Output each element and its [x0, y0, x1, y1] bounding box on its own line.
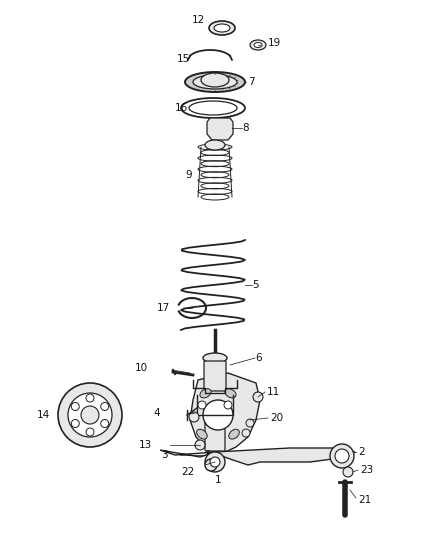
Polygon shape: [207, 118, 233, 140]
Circle shape: [101, 402, 109, 410]
Text: 13: 13: [139, 440, 152, 450]
Ellipse shape: [250, 40, 266, 50]
Polygon shape: [160, 448, 355, 465]
Text: 16: 16: [175, 103, 188, 113]
Circle shape: [210, 457, 220, 467]
Ellipse shape: [225, 389, 236, 398]
Text: 10: 10: [135, 363, 148, 373]
Text: 6: 6: [255, 353, 261, 363]
Polygon shape: [190, 373, 260, 453]
Ellipse shape: [254, 43, 262, 47]
Ellipse shape: [185, 72, 245, 92]
Text: 20: 20: [270, 413, 283, 423]
Circle shape: [330, 444, 354, 468]
Circle shape: [58, 383, 122, 447]
Text: 8: 8: [242, 123, 249, 133]
Ellipse shape: [181, 98, 245, 118]
Circle shape: [195, 440, 205, 450]
Ellipse shape: [229, 429, 239, 439]
Ellipse shape: [209, 21, 235, 35]
Text: 4: 4: [153, 408, 160, 418]
Circle shape: [81, 406, 99, 424]
Text: 15: 15: [177, 54, 190, 64]
Ellipse shape: [205, 140, 225, 150]
Circle shape: [71, 402, 79, 410]
Text: 17: 17: [157, 303, 170, 313]
Circle shape: [86, 394, 94, 402]
Ellipse shape: [200, 389, 211, 398]
Circle shape: [205, 459, 217, 471]
Text: 2: 2: [358, 447, 364, 457]
Circle shape: [205, 452, 225, 472]
Ellipse shape: [201, 73, 229, 87]
Text: 19: 19: [268, 38, 281, 48]
Ellipse shape: [203, 353, 227, 363]
Circle shape: [101, 419, 109, 427]
Circle shape: [68, 393, 112, 437]
Ellipse shape: [197, 429, 207, 439]
Circle shape: [203, 400, 233, 430]
Text: 5: 5: [252, 280, 258, 290]
Text: 9: 9: [185, 170, 192, 180]
Text: 7: 7: [248, 77, 254, 87]
Text: 3: 3: [161, 450, 168, 460]
Circle shape: [71, 419, 79, 427]
Circle shape: [242, 429, 250, 437]
Circle shape: [246, 419, 254, 427]
Ellipse shape: [189, 101, 237, 115]
Circle shape: [343, 467, 353, 477]
Circle shape: [253, 392, 263, 402]
Text: 11: 11: [267, 387, 280, 397]
Text: 14: 14: [37, 410, 50, 420]
Ellipse shape: [214, 24, 230, 32]
Circle shape: [224, 401, 232, 409]
Text: 21: 21: [358, 495, 371, 505]
Circle shape: [86, 428, 94, 436]
Ellipse shape: [193, 75, 237, 89]
Circle shape: [189, 412, 199, 422]
FancyBboxPatch shape: [205, 417, 225, 451]
Text: 12: 12: [192, 15, 205, 25]
Text: 22: 22: [182, 467, 195, 477]
Text: 23: 23: [360, 465, 373, 475]
FancyBboxPatch shape: [204, 361, 226, 391]
Circle shape: [335, 449, 349, 463]
Text: 1: 1: [215, 475, 221, 485]
Circle shape: [198, 401, 206, 409]
